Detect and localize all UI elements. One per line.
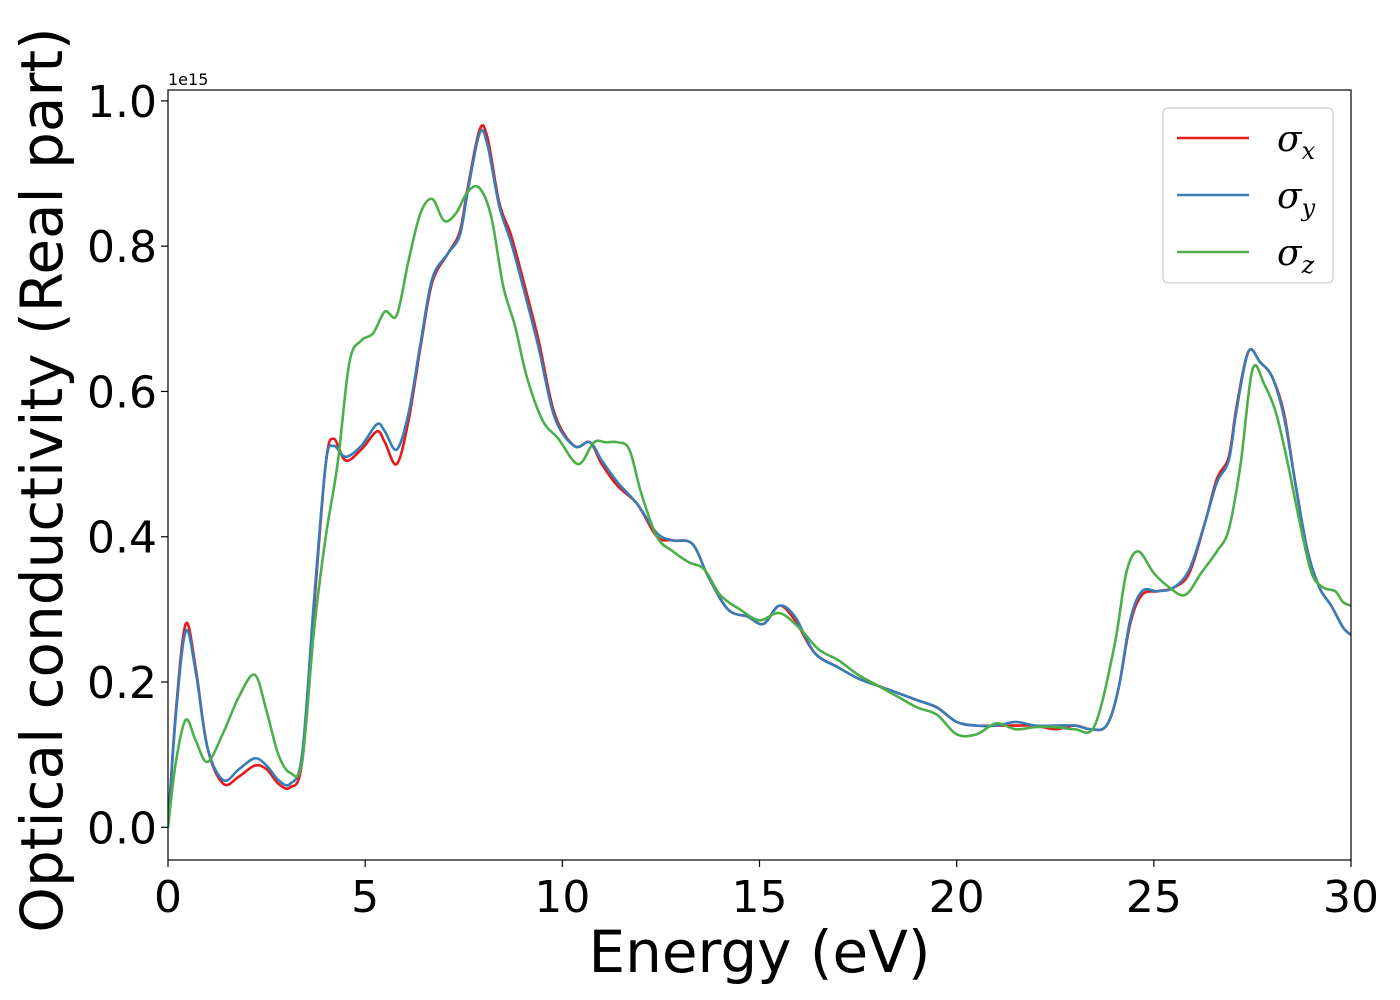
y-tick-label: 0.0: [87, 803, 157, 854]
series-line-z: [168, 184, 1351, 828]
x-tick-label: 30: [1323, 872, 1379, 923]
legend: σx σy σz: [1162, 107, 1334, 284]
series-line-y: [168, 128, 1351, 828]
y-offset-label: 1e15: [168, 70, 208, 89]
y-axis-title: Optical conductivity (Real part): [8, 27, 76, 932]
x-tick-label: 0: [154, 872, 182, 923]
x-tick-label: 15: [732, 872, 788, 923]
legend-label-x: σx: [1277, 119, 1316, 165]
x-tick-label: 5: [351, 872, 379, 923]
x-tick-label: 10: [534, 872, 590, 923]
y-tick-label: 0.8: [87, 222, 157, 273]
x-axis: 0 5 10 15 20 25 30: [154, 860, 1379, 923]
x-tick-label: 25: [1126, 872, 1182, 923]
y-tick-label: 0.4: [87, 513, 157, 564]
legend-label-z: σz: [1277, 233, 1315, 279]
x-axis-title: Energy (eV): [588, 918, 930, 986]
plot-lines: [168, 124, 1351, 828]
y-tick-label: 0.6: [87, 367, 157, 418]
x-tick-label: 20: [929, 872, 985, 923]
y-tick-label: 0.2: [87, 658, 157, 709]
y-tick-label: 1.0: [87, 77, 157, 128]
legend-label-y: σy: [1277, 176, 1316, 222]
y-axis: 0.0 0.2 0.4 0.6 0.8 1.0: [87, 77, 168, 854]
